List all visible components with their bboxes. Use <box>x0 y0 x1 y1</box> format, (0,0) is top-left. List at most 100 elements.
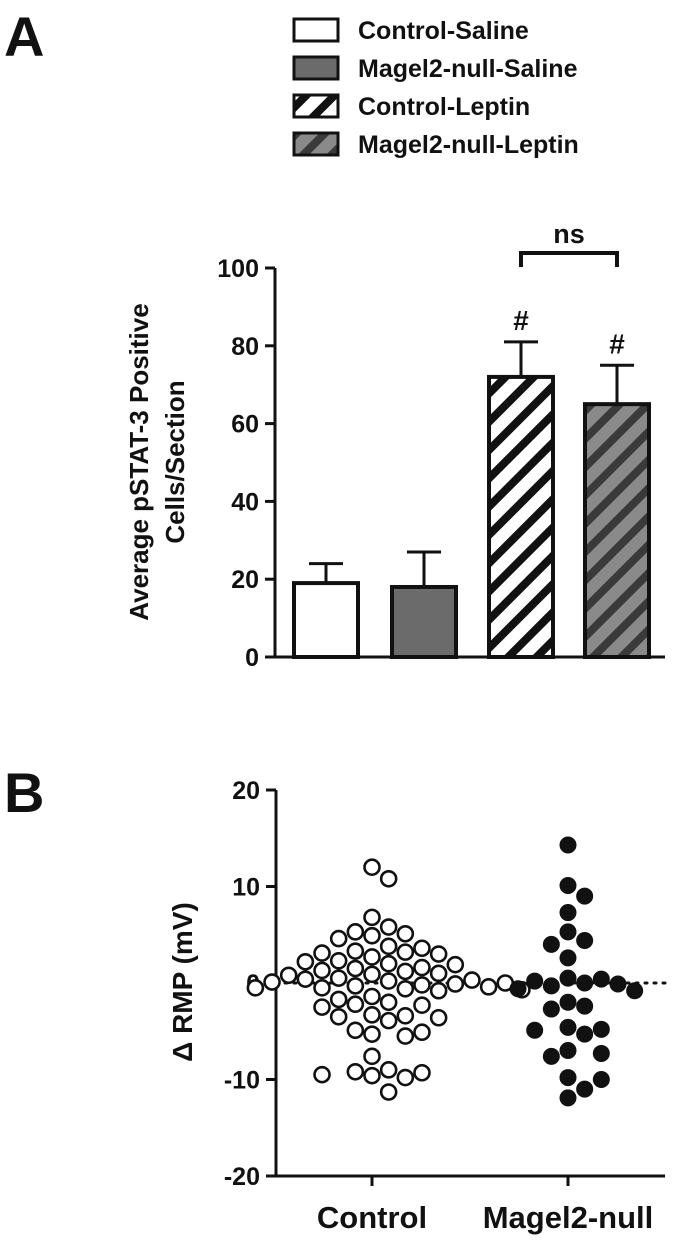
data-point-magel2-null <box>576 997 594 1015</box>
bar <box>583 402 651 659</box>
data-point-control <box>346 1021 365 1040</box>
data-point-control <box>296 970 315 988</box>
data-point-control <box>363 858 381 877</box>
data-point-control <box>396 1068 415 1087</box>
data-point-magel2-null <box>542 1047 560 1065</box>
data-point-magel2-null <box>526 1021 544 1039</box>
data-point-control <box>413 996 431 1014</box>
data-point-control <box>429 981 448 1000</box>
data-point-control <box>479 978 498 996</box>
legend-label: Control-Leptin <box>358 93 530 121</box>
bar <box>390 584 458 659</box>
data-point-control <box>313 998 331 1016</box>
data-point-control <box>379 1061 398 1079</box>
data-point-magel2-null <box>542 977 560 995</box>
data-point-control <box>363 948 381 966</box>
data-point-control <box>329 969 348 987</box>
data-point-magel2-null <box>592 970 610 988</box>
data-point-control <box>379 954 398 973</box>
y-tick-label: 60 <box>231 411 259 439</box>
data-point-control <box>429 964 448 983</box>
data-point-magel2-null <box>559 969 577 987</box>
data-point-control <box>446 975 465 993</box>
y-tick-label: 100 <box>217 255 259 283</box>
data-point-control <box>379 972 398 990</box>
data-point-control <box>313 961 331 980</box>
data-point-control <box>346 942 365 960</box>
legend-swatch <box>292 131 340 157</box>
bracket-line <box>519 251 619 267</box>
legend-swatch <box>292 55 340 81</box>
data-point-control <box>413 939 431 958</box>
scatter-chart: -20-1001020 Δ RMP (mV) ControlMagel2-nul… <box>167 777 667 1235</box>
significance-bracket: ns <box>519 219 619 267</box>
data-point-control <box>379 918 398 936</box>
x-tick-label: Control <box>317 1200 427 1235</box>
bar-annotation: # <box>609 328 625 359</box>
data-point-magel2-null <box>559 836 577 854</box>
legend-label: Magel2-null-Leptin <box>358 131 579 159</box>
data-point-magel2-null <box>559 1018 577 1036</box>
legend-label: Control-Saline <box>358 17 529 45</box>
data-point-magel2-null <box>576 1025 594 1043</box>
data-point-control <box>379 1083 398 1101</box>
data-point-control <box>413 958 431 977</box>
bar-chart: Control-Saline Magel2-null-Saline Control-… <box>124 17 665 672</box>
y-tick-label: 10 <box>232 874 260 902</box>
data-point-control <box>429 945 448 963</box>
data-point-control <box>379 869 398 888</box>
data-point-magel2-null <box>559 923 577 941</box>
data-point-control <box>379 1011 398 1030</box>
data-point-control <box>396 924 415 943</box>
y-tick-label: -10 <box>224 1067 260 1095</box>
data-point-control <box>363 1066 381 1085</box>
bar <box>292 581 360 660</box>
data-point-magel2-null <box>559 904 577 922</box>
data-point-control <box>246 979 265 997</box>
data-point-control <box>346 995 365 1014</box>
data-point-control <box>329 990 348 1009</box>
data-point-control <box>346 923 365 941</box>
data-point-magel2-null <box>592 1044 610 1062</box>
data-point-magel2-null <box>542 1000 560 1018</box>
bar <box>487 374 555 659</box>
data-point-control <box>263 973 281 991</box>
data-point-control <box>396 979 415 998</box>
data-point-control <box>346 977 365 995</box>
data-point-control <box>413 976 431 994</box>
data-point-magel2-null <box>609 975 627 993</box>
data-point-magel2-null <box>559 949 577 967</box>
data-point-control <box>279 966 298 985</box>
data-point-control <box>446 955 465 974</box>
data-point-control <box>363 1047 381 1066</box>
data-point-control <box>396 1027 415 1045</box>
data-point-magel2-null <box>559 993 577 1011</box>
data-point-control <box>429 1008 448 1027</box>
panel-label-a: A <box>4 5 44 68</box>
data-point-control <box>363 926 381 945</box>
data-point-control <box>363 1025 381 1043</box>
data-point-magel2-null <box>526 972 544 990</box>
data-point-control <box>363 908 381 927</box>
legend-swatch <box>292 17 340 43</box>
data-point-control <box>346 1062 365 1081</box>
data-point-control <box>463 971 481 989</box>
points <box>246 836 644 1107</box>
data-point-control <box>296 952 315 971</box>
data-point-magel2-null <box>576 887 594 905</box>
bar-annotation: # <box>513 305 529 336</box>
data-point-magel2-null <box>592 1071 610 1088</box>
y-axis-label-line2: Cells/Section <box>160 380 190 543</box>
data-point-magel2-null <box>576 1080 594 1098</box>
x-axis-labels: Control Magel2-null <box>317 1176 653 1235</box>
data-point-magel2-null <box>592 1020 610 1038</box>
x-tick-label: Magel2-null <box>483 1200 654 1235</box>
legend: Control-Saline Magel2-null-Saline Control-… <box>292 17 579 159</box>
y-tick-label: -20 <box>224 1163 260 1191</box>
data-point-magel2-null <box>559 877 577 895</box>
data-point-magel2-null <box>509 980 527 998</box>
data-point-magel2-null <box>626 982 644 1000</box>
data-point-control <box>346 959 365 978</box>
y-tick-label: 80 <box>231 333 259 361</box>
y-axis-label: Δ RMP (mV) <box>167 902 198 1062</box>
